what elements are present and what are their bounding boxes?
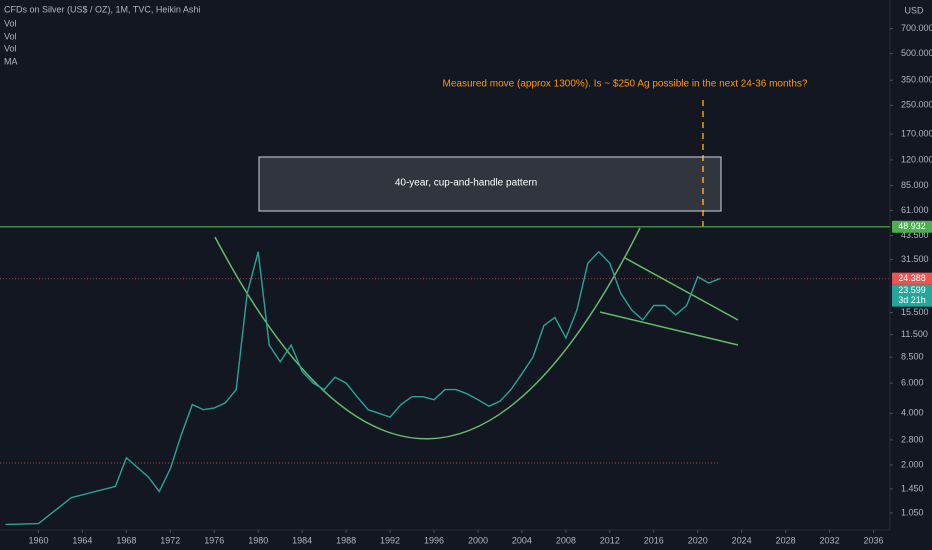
legend-item: MA [4,56,18,66]
x-tick-label: 2012 [600,535,620,545]
y-tick-label: 500.000 [901,48,932,58]
x-tick-label: 1996 [424,535,444,545]
x-tick-label: 1960 [28,535,48,545]
legend-item: Vol [4,31,17,41]
last-price-value: 24.388 [898,273,926,283]
handle-top-line [624,257,739,321]
x-tick-label: 2032 [820,535,840,545]
x-tick-label: 1968 [116,535,136,545]
x-tick-label: 2004 [512,535,532,545]
legend-item: Vol [4,43,17,53]
close-price-badge [892,284,932,307]
y-tick-label: 250.000 [901,100,932,110]
x-tick-label: 2000 [468,535,488,545]
pattern-box [258,156,722,212]
x-tick-label: 1992 [380,535,400,545]
y-tick-label: 350.000 [901,75,932,85]
y-tick-label: 120.000 [901,154,932,164]
x-tick-label: 2024 [732,535,752,545]
x-tick-label: 2020 [688,535,708,545]
y-tick-label: 11.500 [901,329,928,339]
y-tick-label: 1.450 [901,483,924,493]
x-tick-label: 2028 [776,535,796,545]
resistance-badge [892,220,932,233]
y-tick-label: 15.500 [901,307,929,317]
countdown: 3d 21h [898,295,926,305]
y-tick-label: 1.050 [901,507,924,517]
x-tick-label: 2016 [644,535,664,545]
y-tick-label: 2.800 [901,434,924,444]
last-price-badge [892,272,932,285]
y-tick-label: 2.000 [901,459,924,469]
y-tick-label: 8.500 [901,352,924,362]
y-tick-label: 4.000 [901,408,924,418]
pattern-label: 40-year, cup-and-handle pattern [395,178,537,189]
axis-unit: USD [904,5,924,15]
y-tick-label: 61.000 [901,205,929,215]
y-tick-label: 6.000 [901,377,924,387]
y-tick-label: 170.000 [901,128,932,138]
resistance-value: 48.932 [898,221,926,231]
y-tick-label: 700.000 [901,23,932,33]
x-tick-label: 2008 [556,535,576,545]
chart-title: CFDs on Silver (US$ / OZ), 1M, TVC, Heik… [4,4,200,14]
x-tick-label: 1972 [160,535,180,545]
x-tick-label: 1976 [204,535,224,545]
x-tick-label: 1980 [248,535,268,545]
handle-bottom-line [599,311,739,346]
y-tick-label: 31.500 [901,254,929,264]
y-tick-label: 85.000 [901,180,929,190]
x-tick-label: 1988 [336,535,356,545]
x-tick-label: 1964 [72,535,92,545]
cup-curve [214,227,641,440]
x-tick-label: 2036 [864,535,884,545]
legend-item: Vol [4,18,17,28]
y-tick-label: 43.500 [901,230,929,240]
close-price-value: 23.599 [898,285,926,295]
measured-move-label: Measured move (approx 1300%). Is ~ $250 … [443,79,808,90]
x-tick-label: 1984 [292,535,312,545]
